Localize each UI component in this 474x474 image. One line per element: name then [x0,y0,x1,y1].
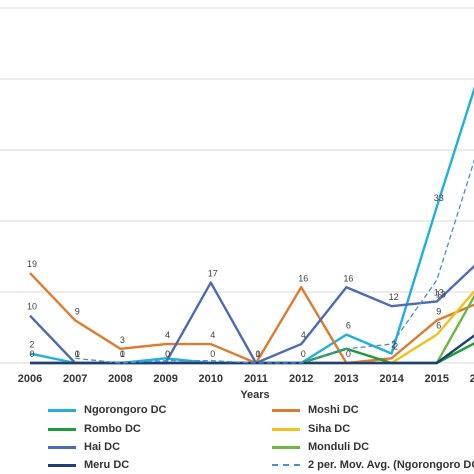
x-tick-label: 2016 [470,373,474,385]
legend-swatch [272,408,300,412]
data-label: 4 [210,330,215,340]
legend-item: Hai DC [48,441,120,453]
legend-swatch [272,464,300,466]
legend-swatch [48,463,76,467]
data-label: 19 [27,259,37,269]
legend-swatch [272,445,300,449]
series-line [29,264,474,365]
legend-swatch [48,408,76,412]
legend-label: Meru DC [84,459,130,471]
data-label: 16 [343,273,353,283]
x-tick-label: 2015 [425,373,449,385]
data-label: 6 [346,321,351,331]
x-tick-label: 2007 [63,373,87,385]
data-label: 0 [346,349,351,359]
legend-label: Hai DC [84,441,121,453]
x-tick-label: 2009 [153,373,177,385]
data-label: 4 [301,330,306,340]
chart-legend: Ngorongoro DC Moshi DC Rombo DC Siha DC Hai … [0,400,474,474]
data-label: 3 [120,335,125,345]
legend-swatch [48,427,76,431]
x-axis-title: Years [240,389,269,400]
legend-item: Moshi DC [272,404,359,416]
data-label: 12 [389,292,399,302]
legend-item: 2 per. Mov. Avg. (Ngorongoro DC) [272,459,474,471]
legend-swatch [272,427,300,431]
legend-item: Meru DC [48,459,129,471]
legend-label: 2 per. Mov. Avg. (Ngorongoro DC) [308,459,474,471]
data-label: 9 [75,306,80,316]
legend-swatch [48,445,76,449]
x-tick-label: 2011 [244,373,268,385]
series-line [75,159,474,364]
data-label: 0 [120,349,125,359]
data-label: 13 [436,289,446,299]
legend-item: Rombo DC [48,423,141,435]
data-label: 0 [165,349,170,359]
legend-item: Ngorongoro DC [48,404,166,416]
data-label: 0 [210,349,215,359]
data-label: 13 [434,287,444,297]
x-tick-label: 2010 [199,373,223,385]
data-label: 2 [29,340,34,350]
x-tick-label: 2014 [379,373,404,385]
x-tick-label: 2006 [18,373,42,385]
series-line [30,342,474,365]
x-tick-label: 2013 [334,373,358,385]
legend-label: Siha DC [308,423,351,435]
series-line [29,85,474,365]
legend-label: Moshi DC [308,404,359,416]
data-label: 10 [27,302,37,312]
series-line [29,272,474,365]
line-chart: 2006 2007 2008 2009 2010 2011 2012 2013 2014 2015… [0,7,474,400]
legend-item: Siha DC [272,423,350,435]
data-label: 2 [391,340,396,350]
data-label: 1 [255,349,260,359]
x-tick-label: 2012 [289,373,313,385]
data-label: 0 [255,349,260,359]
data-label: 0 [29,349,34,359]
data-label: 0 [75,349,80,359]
x-tick-label: 2008 [108,373,132,385]
legend-item: Monduli DC [272,441,369,453]
data-label: 17 [208,269,218,279]
data-label: 4 [165,330,170,340]
data-label: 33 [434,193,444,203]
legend-label: Ngorongoro DC [84,404,167,416]
data-label: 1 [120,349,125,359]
data-label: 6 [436,321,441,331]
data-label: 16 [298,273,308,283]
series-line [30,334,474,365]
data-label: 9 [436,306,441,316]
legend-label: Monduli DC [308,441,370,453]
data-label: 1 [75,349,80,359]
data-label: 0 [165,349,170,359]
data-label: 0 [301,349,306,359]
data-label: 2 [393,342,398,352]
legend-label: Rombo DC [84,423,141,435]
